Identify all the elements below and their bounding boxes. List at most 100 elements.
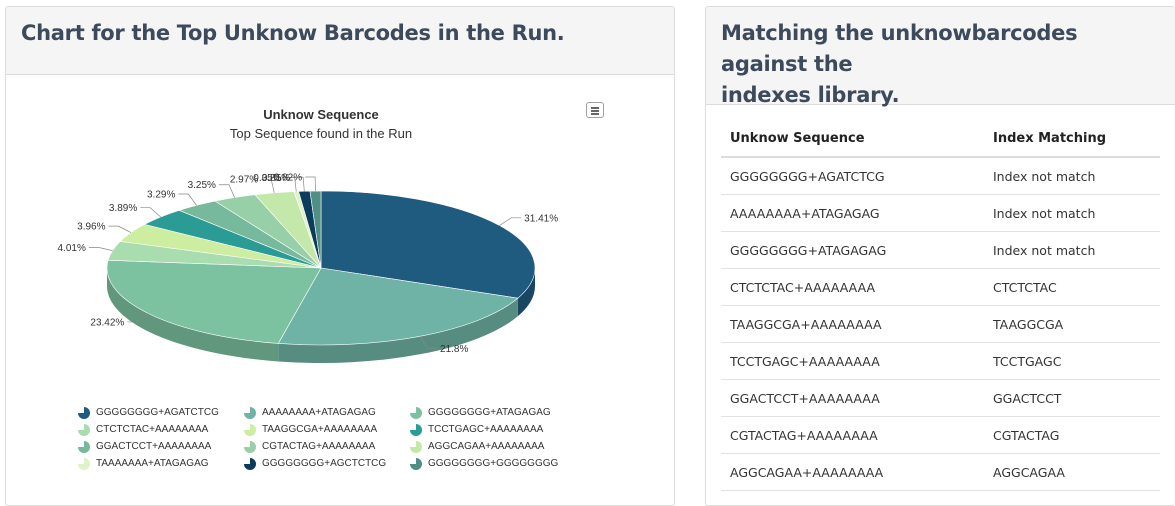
cell-index-match: AGGCAGAA [984, 453, 1160, 491]
cell-index-match: CGTACTAG [984, 416, 1160, 454]
pie-slice-side [517, 268, 535, 317]
cell-index-match: TAAGGCGA [984, 305, 1160, 343]
leader-line [261, 178, 275, 193]
matching-table: Unknow Sequence Index Matching GGGGGGGG+… [721, 120, 1160, 491]
menu-line-icon [591, 107, 599, 109]
table-row: AAAAAAAA+ATAGAGAG Index not match [721, 194, 1160, 232]
header-index-matching: Index Matching [984, 120, 1160, 158]
legend-item[interactable]: TAAGGCGA+AAAAAAAA [244, 422, 410, 437]
legend-item[interactable]: GGGGGGGG+AGCTCTCG [244, 456, 410, 471]
cell-index-match: GGACTCCT [984, 379, 1160, 417]
pie-legend-icon [410, 440, 422, 453]
legend-item[interactable]: GGACTCCT+AAAAAAAA [78, 439, 244, 454]
leader-line [218, 184, 235, 198]
leader-line [88, 247, 113, 251]
leader-line [420, 336, 438, 349]
matching-panel: Matching the unknowbarcodes against the … [705, 6, 1175, 506]
legend-label: GGGGGGGG+GGGGGGGG [428, 458, 559, 469]
data-label: 3.89% [109, 203, 137, 214]
pie-slice[interactable] [277, 267, 519, 346]
matching-panel-title: Matching the unknowbarcodes against the … [706, 7, 1175, 107]
legend-label: GGGGGGGG+AGCTCTCG [262, 458, 387, 469]
chart-title: Unknow Sequence [263, 107, 379, 122]
pie-chart: Unknow Sequence Top Sequence found in th… [6, 75, 674, 505]
pie-legend-icon [244, 406, 256, 419]
table-row: GGGGGGGG+ATAGAGAG Index not match [721, 231, 1160, 269]
cell-sequence: AGGCAGAA+AAAAAAAA [721, 453, 984, 491]
legend-item[interactable]: AGGCAGAA+AAAAAAAA [410, 439, 580, 454]
legend-item[interactable]: CGTACTAG+AAAAAAAA [244, 439, 410, 454]
pie-legend-icon [78, 406, 90, 419]
pie-slice-side [278, 298, 518, 363]
data-label: 3.96% [77, 222, 105, 233]
matching-table-wrap: Unknow Sequence Index Matching GGGGGGGG+… [721, 120, 1160, 491]
legend-item[interactable]: GGGGGGGG+ATAGAGAG [410, 405, 580, 420]
legend-label: CGTACTAG+AAAAAAAA [262, 441, 376, 452]
cell-index-match: Index not match [984, 231, 1160, 269]
legend-item[interactable]: TAAAAAAA+ATAGAGAG [78, 456, 244, 471]
pie-slices [106, 190, 536, 363]
table-row: GGGGGGGG+AGATCTCG Index not match [721, 157, 1160, 195]
cell-sequence: CTCTCTAC+AAAAAAAA [721, 268, 984, 306]
legend-item[interactable]: TCCTGAGC+AAAAAAAA [410, 422, 580, 437]
chart-panel-title: Chart for the Top Unknow Barcodes in the… [6, 7, 674, 75]
legend-item[interactable]: AAAAAAAA+ATAGAGAG [244, 405, 410, 420]
leader-line [305, 176, 316, 192]
pie-legend-icon [78, 423, 90, 436]
data-label: 21.8% [440, 344, 468, 355]
cell-sequence: TCCTGAGC+AAAAAAAA [721, 342, 984, 380]
cell-sequence: GGGGGGGG+ATAGAGAG [721, 231, 984, 269]
pie-slice[interactable] [106, 259, 322, 344]
pie-slice-side [106, 268, 279, 362]
table-row: CGTACTAG+AAAAAAAA CGTACTAG [721, 416, 1160, 454]
data-label: 3.25% [188, 180, 216, 191]
pie-legend-icon [78, 440, 90, 453]
legend-label: AAAAAAAA+ATAGAGAG [262, 407, 376, 418]
pie-slice[interactable] [320, 190, 536, 299]
pie-legend-icon [244, 457, 256, 470]
pie-labels: 31.41% 21.8% 23.42% 4.01% 3.96% 3.89% 3.29% 3.2… [58, 173, 559, 356]
table-row: CTCTCTAC+AAAAAAAA CTCTCTAC [721, 268, 1160, 306]
data-label: 31.41% [524, 213, 558, 224]
cell-sequence: TAAGGCGA+AAAAAAAA [721, 305, 984, 343]
data-label: 0.82% [274, 173, 302, 184]
table-row: TAAGGCGA+AAAAAAAA TAAGGCGA [721, 305, 1160, 343]
pie-legend-icon [244, 440, 256, 453]
leader-line [293, 176, 305, 192]
pie-legend-icon [410, 406, 422, 419]
legend-item[interactable]: GGGGGGGG+GGGGGGGG [410, 456, 580, 471]
table-row: GGACTCCT+AAAAAAAA GGACTCCT [721, 379, 1160, 417]
data-label: 23.42% [90, 317, 124, 328]
chart-panel: Chart for the Top Unknow Barcodes in the… [5, 6, 675, 506]
leader-line [127, 313, 149, 323]
pie-legend-icon [244, 423, 256, 436]
table-header-row: Unknow Sequence Index Matching [721, 120, 1160, 158]
legend-label: AGGCAGAA+AAAAAAAA [428, 441, 545, 452]
leader-line [108, 225, 132, 233]
legend-label: TCCTGAGC+AAAAAAAA [428, 424, 544, 435]
pie-legend-icon [78, 457, 90, 470]
legend-item[interactable]: GGGGGGGG+AGATCTCG [78, 405, 244, 420]
data-label: 0.35% [253, 173, 281, 184]
matching-title-line1: Matching the unknowbarcodes against the [721, 21, 1078, 76]
legend-item[interactable]: CTCTCTAC+AAAAAAAA [78, 422, 244, 437]
pie-legend-icon [410, 457, 422, 470]
header-unknow-sequence: Unknow Sequence [721, 120, 984, 158]
leader-line [140, 207, 161, 218]
pie-legend-icon [410, 423, 422, 436]
cell-index-match: TCCTGAGC [984, 342, 1160, 380]
legend-label: TAAGGCGA+AAAAAAAA [262, 424, 378, 435]
chart-menu-button[interactable] [586, 102, 604, 118]
data-label: 2.97% [230, 175, 258, 186]
table-row: AGGCAGAA+AAAAAAAA AGGCAGAA [721, 453, 1160, 491]
menu-line-icon [591, 110, 599, 112]
chart-legend: GGGGGGGG+AGATCTCG AAAAAAAA+ATAGAGAG GGGGGG… [78, 405, 598, 471]
chart-subtitle: Top Sequence found in the Run [230, 126, 412, 141]
legend-label: TAAAAAAA+ATAGAGAG [96, 458, 209, 469]
data-label: 4.01% [58, 243, 86, 254]
legend-label: GGGGGGGG+AGATCTCG [96, 407, 219, 418]
cell-sequence: GGACTCCT+AAAAAAAA [721, 379, 984, 417]
legend-label: CTCTCTAC+AAAAAAAA [96, 424, 209, 435]
data-label: 0.85% [262, 173, 290, 184]
table-row: TCCTGAGC+AAAAAAAA TCCTGAGC [721, 342, 1160, 380]
